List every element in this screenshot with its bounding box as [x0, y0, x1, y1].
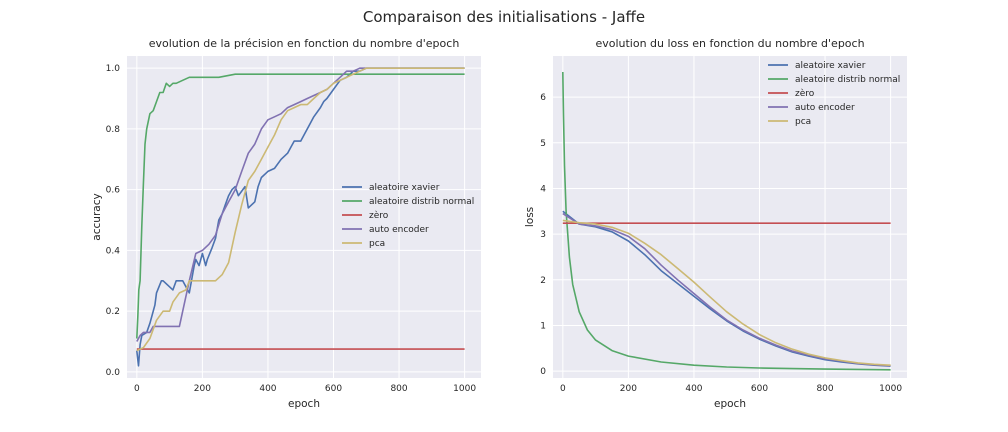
loss-chart: evolution du loss en fonction du nombre …	[524, 37, 907, 410]
series-lines	[136, 67, 465, 367]
y-axis-label: loss	[524, 207, 536, 227]
y-tick-label: 0.8	[106, 125, 121, 135]
x-tick-label: 600	[325, 384, 342, 394]
legend: aleatoire xavier aleatoire distrib normal…	[768, 61, 900, 127]
series-line-xavier	[136, 67, 465, 367]
legend-label-normal: aleatoire distrib normal	[369, 197, 474, 207]
legend-label-xavier: aleatoire xavier	[795, 61, 866, 71]
series-line-pca	[562, 219, 891, 366]
y-tick-label: 0.0	[106, 368, 121, 378]
legend-label-normal: aleatoire distrib normal	[795, 75, 900, 85]
x-tick-label: 200	[620, 384, 637, 394]
grid	[127, 56, 481, 378]
y-tick-label: 3	[540, 230, 546, 240]
series-lines	[562, 71, 891, 371]
plot-area	[553, 56, 907, 378]
series-line-normal	[562, 71, 891, 371]
tick-labels: 0 200 400 600 800 1000 0.0 0.2 0.4 0.6 0.8 1.0	[106, 64, 477, 394]
y-tick-label: 2	[540, 276, 546, 286]
x-tick-label: 800	[390, 384, 407, 394]
x-tick-label: 0	[560, 384, 566, 394]
y-tick-label: 5	[540, 139, 546, 149]
x-tick-label: 200	[194, 384, 211, 394]
plot-area	[127, 56, 481, 378]
chart-title: evolution de la précision en fonction du…	[149, 37, 460, 50]
grid	[553, 56, 907, 378]
x-tick-label: 800	[816, 384, 833, 394]
x-tick-label: 0	[134, 384, 140, 394]
y-tick-label: 6	[540, 93, 546, 103]
x-axis-label: epoch	[714, 398, 746, 410]
y-tick-label: 0.2	[106, 307, 120, 317]
legend-label-zero: zèro	[795, 88, 815, 99]
y-tick-label: 0.4	[106, 246, 121, 256]
x-tick-label: 400	[259, 384, 276, 394]
tick-labels: 0 200 400 600 800 1000 0 1 2 3 4 5 6	[540, 93, 902, 394]
y-axis-label: accuracy	[91, 193, 103, 240]
legend-label-autoencoder: auto encoder	[795, 103, 855, 113]
y-tick-label: 1	[540, 321, 546, 331]
series-line-normal	[136, 73, 465, 339]
figure-title: Comparaison des initialisations - Jaffe	[363, 8, 645, 26]
y-tick-label: 1.0	[106, 64, 121, 74]
y-tick-label: 0	[540, 367, 546, 377]
legend: aleatoire xavier aleatoire distrib normal…	[342, 183, 474, 249]
chart-title: evolution du loss en fonction du nombre …	[595, 37, 864, 50]
y-tick-label: 4	[540, 184, 546, 194]
accuracy-chart: evolution de la précision en fonction du…	[91, 37, 481, 410]
x-tick-label: 600	[751, 384, 768, 394]
x-tick-label: 400	[685, 384, 702, 394]
legend-label-autoencoder: auto encoder	[369, 225, 429, 235]
legend-label-pca: pca	[795, 117, 811, 127]
legend-label-zero: zèro	[369, 210, 389, 221]
x-tick-label: 1000	[453, 384, 476, 394]
series-line-pca	[136, 67, 465, 352]
x-axis-label: epoch	[288, 398, 320, 410]
x-tick-label: 1000	[879, 384, 902, 394]
legend-label-xavier: aleatoire xavier	[369, 183, 440, 193]
legend-label-pca: pca	[369, 239, 385, 249]
y-tick-label: 0.6	[106, 186, 121, 196]
